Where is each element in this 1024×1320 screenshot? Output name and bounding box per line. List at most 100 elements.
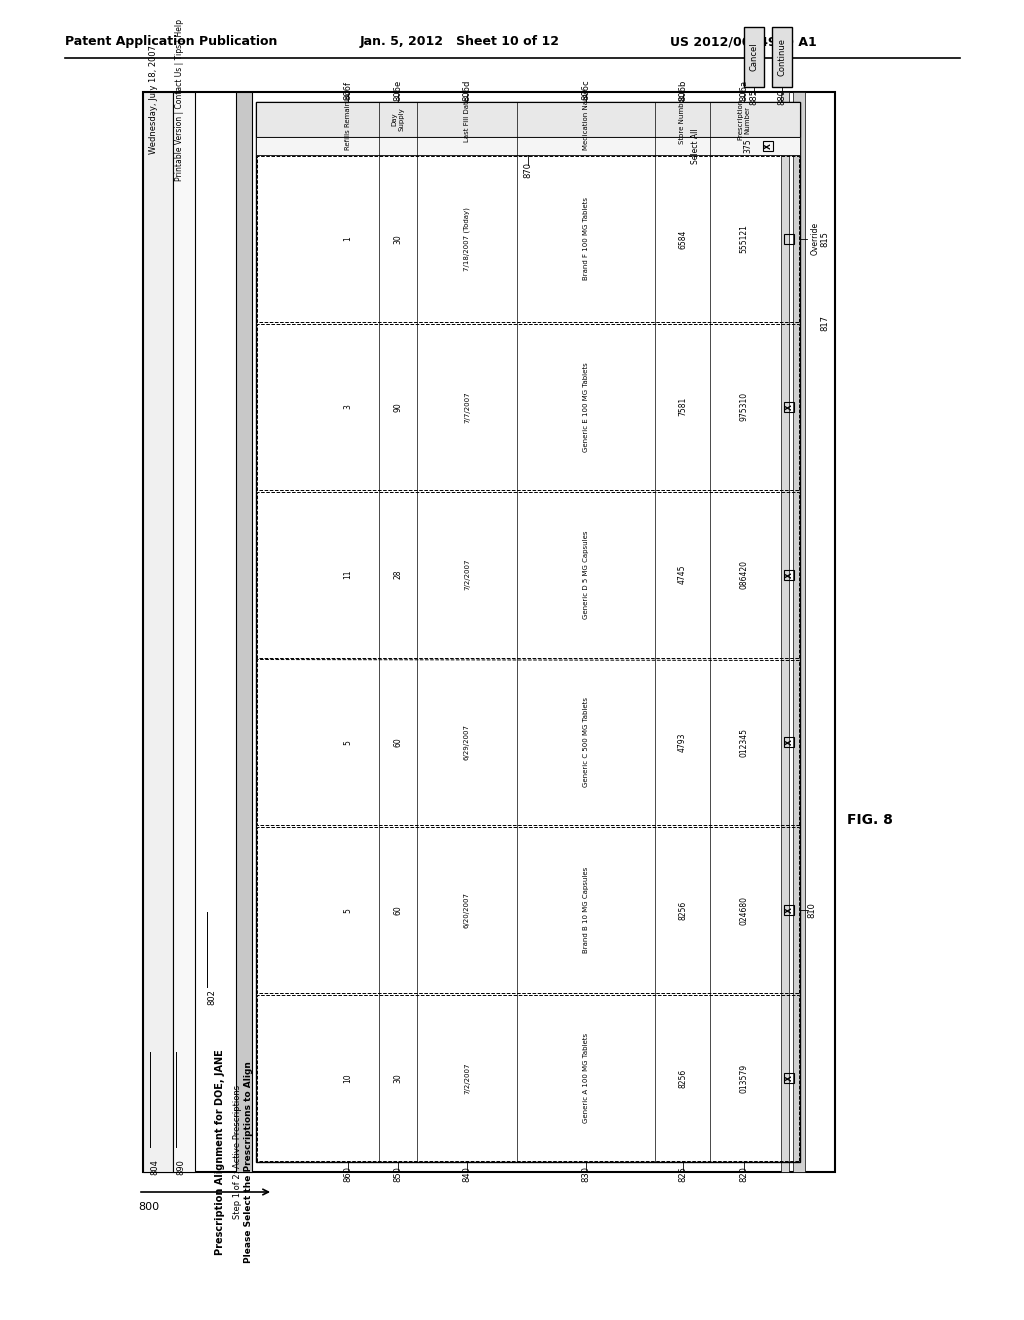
Text: 10: 10 [343, 1073, 352, 1082]
Text: 086420: 086420 [739, 560, 749, 589]
Text: 806b: 806b [678, 79, 687, 100]
Bar [772, 26, 792, 87]
Text: 60: 60 [393, 738, 402, 747]
Text: 870: 870 [523, 162, 532, 178]
Text: 3: 3 [343, 404, 352, 409]
Text: X: X [784, 907, 794, 913]
Text: Day
Supply: Day Supply [391, 108, 404, 132]
Text: 7581: 7581 [678, 397, 687, 416]
Bar [744, 26, 764, 87]
Text: Patent Application Publication: Patent Application Publication [65, 36, 278, 49]
Text: Store Number: Store Number [680, 95, 685, 144]
Text: Prescription Alignment for DOE, JANE: Prescription Alignment for DOE, JANE [215, 1049, 225, 1255]
Text: 013579: 013579 [739, 1064, 749, 1093]
Text: 60: 60 [393, 906, 402, 915]
Text: 7/2/2007: 7/2/2007 [464, 1063, 470, 1094]
Text: Override: Override [811, 222, 819, 256]
Text: X: X [784, 1076, 794, 1081]
Text: 820: 820 [739, 1166, 749, 1181]
Text: FIG. 8: FIG. 8 [847, 813, 893, 828]
Text: 6/20/2007: 6/20/2007 [464, 892, 470, 928]
Bar [143, 92, 173, 1172]
Text: 806e: 806e [393, 79, 402, 100]
Text: 28: 28 [393, 570, 402, 579]
Text: 830: 830 [582, 1166, 591, 1181]
Text: X: X [784, 739, 794, 746]
Bar [784, 234, 794, 244]
Text: 806d: 806d [463, 79, 471, 100]
Text: Generic A 100 MG Tablets: Generic A 100 MG Tablets [583, 1034, 589, 1123]
Text: 850: 850 [393, 1166, 402, 1181]
Text: Please Select the Prescriptions to Align: Please Select the Prescriptions to Align [244, 1061, 253, 1263]
Text: 6/29/2007: 6/29/2007 [464, 725, 470, 760]
Text: 90: 90 [393, 401, 402, 412]
Bar [257, 323, 799, 490]
Text: 024680: 024680 [739, 896, 749, 925]
Bar [173, 92, 195, 1172]
Text: Generic E 100 MG Tablets: Generic E 100 MG Tablets [583, 362, 589, 451]
Text: 815: 815 [820, 231, 829, 247]
Text: Step 1 of 2: Active Prescriptions: Step 1 of 2: Active Prescriptions [233, 1085, 242, 1220]
Bar [784, 906, 794, 915]
Text: 11: 11 [343, 570, 352, 579]
Text: Generic D 5 MG Capsules: Generic D 5 MG Capsules [583, 531, 589, 619]
Text: 5: 5 [343, 741, 352, 744]
Bar [256, 102, 800, 1162]
Text: 890: 890 [176, 1159, 185, 1175]
Text: Brand F 100 MG Tablets: Brand F 100 MG Tablets [583, 198, 589, 280]
Text: 817: 817 [820, 315, 829, 331]
Bar [784, 738, 794, 747]
Bar [784, 1073, 794, 1084]
Text: 375: 375 [743, 139, 753, 153]
Text: 810: 810 [808, 903, 816, 919]
Text: 7/18/2007 (Today): 7/18/2007 (Today) [464, 207, 470, 271]
Bar [793, 92, 805, 1172]
Text: 012345: 012345 [739, 727, 749, 756]
Text: Wednesday, July 18, 2007: Wednesday, July 18, 2007 [150, 45, 158, 154]
Bar [763, 141, 773, 150]
Text: Jan. 5, 2012   Sheet 10 of 12: Jan. 5, 2012 Sheet 10 of 12 [360, 36, 560, 49]
Text: 885: 885 [750, 88, 759, 106]
Text: Select All: Select All [690, 128, 699, 164]
Text: X: X [764, 143, 772, 149]
Text: Medication Name: Medication Name [583, 88, 589, 150]
Bar [257, 156, 799, 322]
Text: X: X [784, 404, 794, 409]
Bar [257, 828, 799, 993]
Bar [781, 92, 790, 1172]
Text: 4793: 4793 [678, 733, 687, 752]
Bar [236, 92, 252, 1172]
Text: 4745: 4745 [678, 565, 687, 585]
Text: 840: 840 [463, 1166, 471, 1181]
Text: 800: 800 [138, 1203, 159, 1212]
Text: 806f: 806f [343, 81, 352, 99]
Text: 7/7/2007: 7/7/2007 [464, 391, 470, 422]
Text: 806a: 806a [739, 79, 749, 100]
Text: Cancel: Cancel [750, 42, 759, 71]
Text: Generic C 500 MG Tablets: Generic C 500 MG Tablets [583, 697, 589, 788]
Bar [257, 491, 799, 657]
Text: 825: 825 [678, 1166, 687, 1181]
Text: 555121: 555121 [739, 224, 749, 253]
Text: 30: 30 [393, 234, 402, 244]
Bar [257, 995, 799, 1162]
Text: 806c: 806c [582, 79, 591, 100]
Text: US 2012/0004929 A1: US 2012/0004929 A1 [670, 36, 817, 49]
Text: 8256: 8256 [678, 1068, 687, 1088]
Text: 804: 804 [150, 1159, 159, 1175]
Bar [784, 570, 794, 579]
Text: Printable Version | Contact Us | Tips | Help: Printable Version | Contact Us | Tips | … [175, 18, 184, 181]
Bar [256, 137, 800, 154]
Text: 860: 860 [343, 1166, 352, 1181]
Text: 880: 880 [777, 88, 786, 106]
Text: 802: 802 [207, 989, 216, 1005]
Text: Continue: Continue [777, 38, 786, 77]
Text: Prescription
Number: Prescription Number [737, 99, 751, 140]
Bar [784, 401, 794, 412]
Bar [257, 660, 799, 825]
Text: 6584: 6584 [678, 230, 687, 248]
Text: X: X [784, 572, 794, 578]
Text: 30: 30 [393, 1073, 402, 1082]
Bar [256, 102, 800, 137]
Text: 5: 5 [343, 908, 352, 912]
